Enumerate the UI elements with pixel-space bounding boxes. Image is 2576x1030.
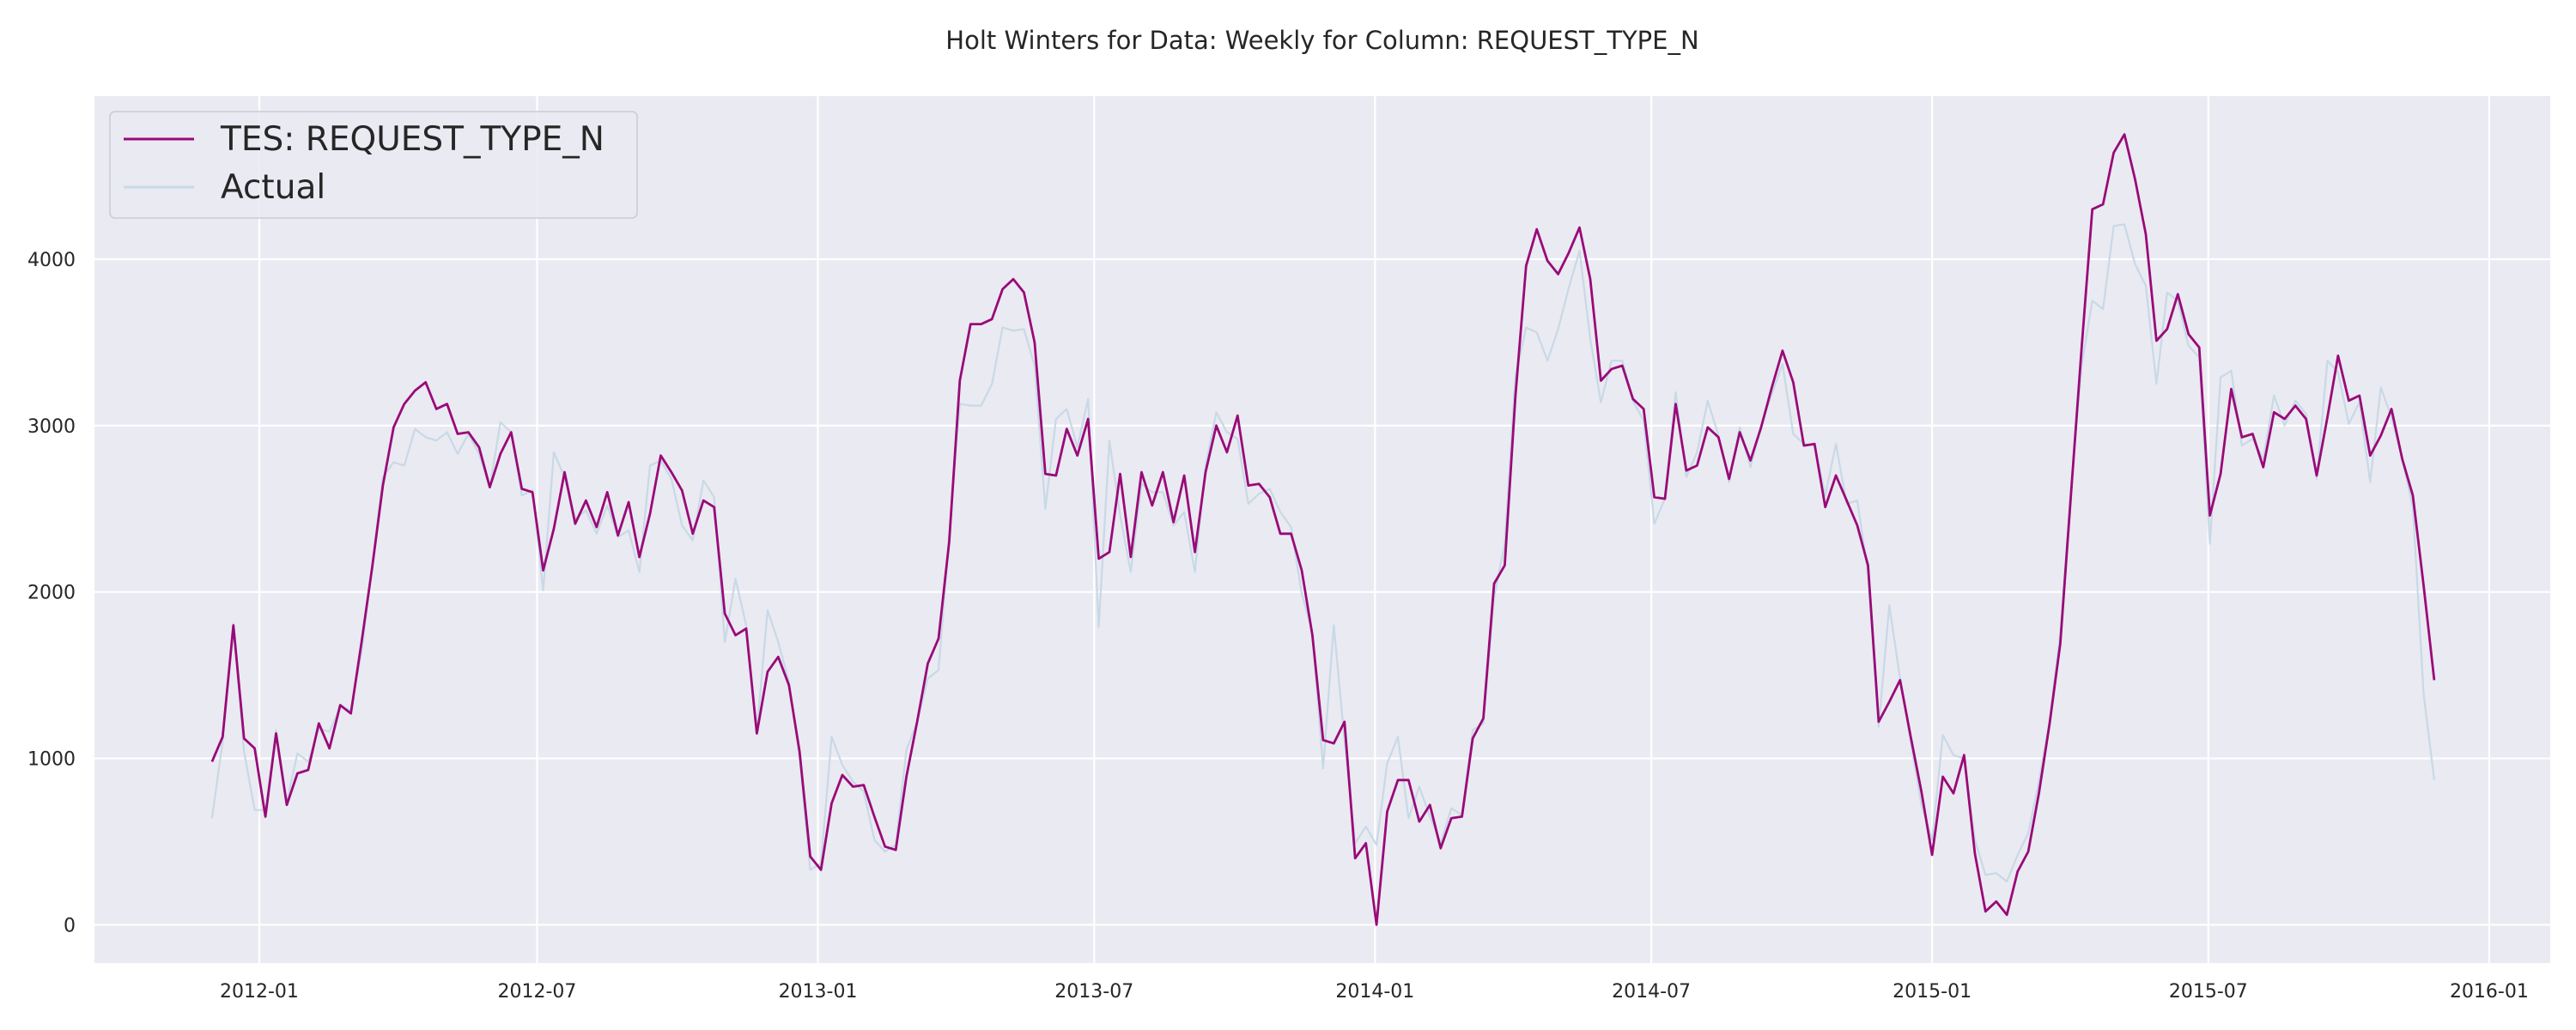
y-tick-label: 1000 <box>27 749 76 771</box>
y-tick-label: 2000 <box>27 583 76 604</box>
y-axis: 0 1000 2000 3000 4000 <box>27 250 76 936</box>
chart-title: Holt Winters for Data: Weekly for Column… <box>945 26 1698 55</box>
legend-box <box>109 111 638 219</box>
grid <box>94 96 2550 963</box>
legend-label-actual: Actual <box>221 168 325 207</box>
x-tick-label: 2014-07 <box>1612 981 1691 1003</box>
x-tick-label: 2015-07 <box>2169 981 2248 1003</box>
x-tick-label: 2013-07 <box>1054 981 1133 1003</box>
plot-area <box>94 96 2550 963</box>
x-tick-label: 2014-01 <box>1335 981 1414 1003</box>
y-tick-label: 0 <box>64 915 76 936</box>
y-tick-label: 4000 <box>27 250 76 271</box>
legend: TES: REQUEST_TYPE_N Actual <box>109 111 638 219</box>
x-axis: 2012-01 2012-07 2013-01 2013-07 2014-01 2014-… <box>220 981 2529 1003</box>
x-tick-label: 2012-07 <box>498 981 577 1003</box>
x-tick-label: 2015-01 <box>1893 981 1971 1003</box>
y-tick-label: 3000 <box>27 416 76 438</box>
x-tick-label: 2013-01 <box>779 981 858 1003</box>
x-tick-label: 2012-01 <box>220 981 299 1003</box>
series-line-tes <box>210 133 2436 926</box>
series-group <box>210 133 2436 926</box>
legend-label-tes: TES: REQUEST_TYPE_N <box>220 120 605 159</box>
x-tick-label: 2016-01 <box>2450 981 2529 1003</box>
